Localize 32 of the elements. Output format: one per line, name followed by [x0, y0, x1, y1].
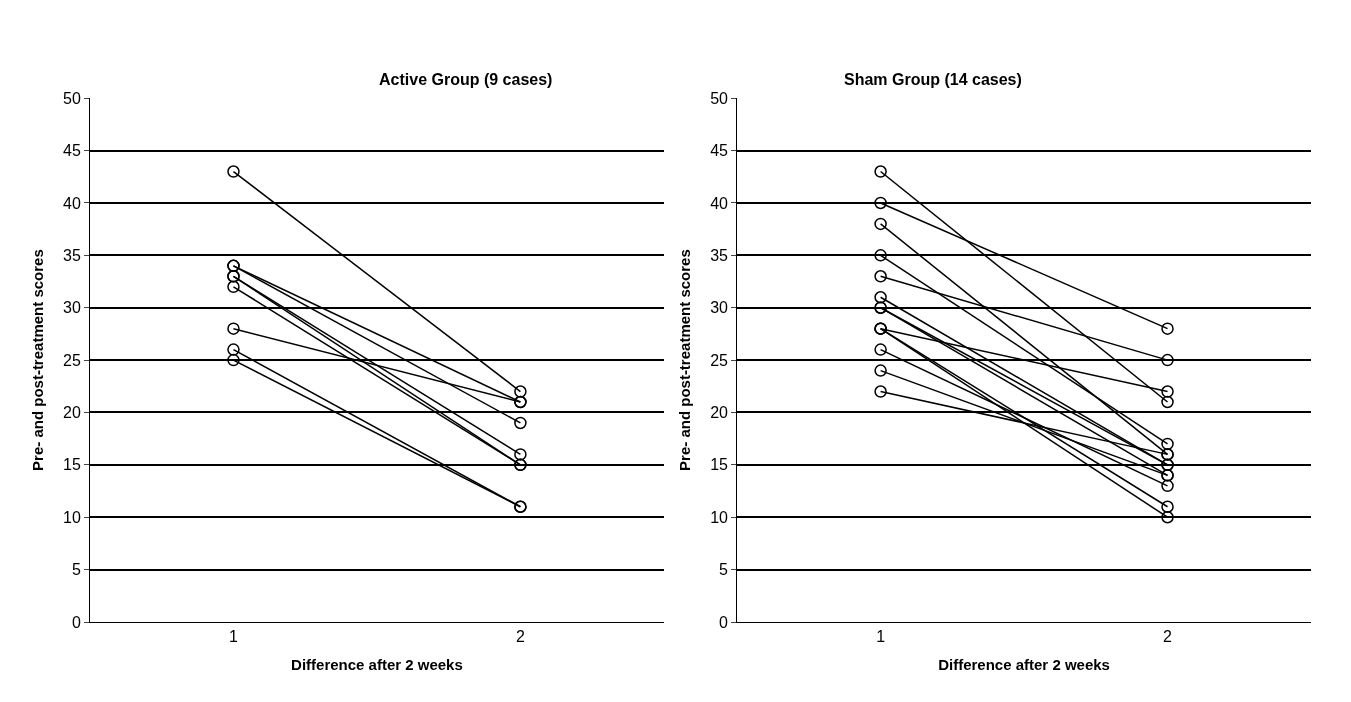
y-tick-label: 45 — [63, 142, 81, 160]
y-tick-label: 0 — [719, 613, 729, 631]
x-axis-title: Difference after 2 weeks — [938, 656, 1110, 674]
y-tick-label: 35 — [710, 246, 729, 264]
y-tick-label: 25 — [710, 351, 729, 369]
y-tick-label: 30 — [710, 299, 729, 317]
chart-title: Sham Group (14 cases) — [844, 71, 1022, 88]
y-tick-label: 20 — [63, 404, 81, 422]
x-tick-label: 2 — [1163, 628, 1173, 646]
y-tick-label: 35 — [63, 246, 81, 264]
y-tick-label: 30 — [63, 299, 81, 317]
y-tick-label: 25 — [63, 351, 81, 369]
y-tick-label: 5 — [719, 561, 729, 579]
y-tick-label: 45 — [710, 142, 729, 160]
y-tick-label: 15 — [710, 456, 729, 474]
y-tick-label: 40 — [710, 194, 729, 212]
y-axis-title: Pre- and post-treatment scores — [29, 249, 47, 471]
y-tick-label: 20 — [710, 404, 729, 422]
x-tick-label: 1 — [876, 628, 886, 646]
y-tick-label: 50 — [63, 89, 81, 107]
y-tick-label: 0 — [71, 613, 81, 631]
y-tick-label: 10 — [710, 508, 729, 526]
x-axis-title: Difference after 2 weeks — [291, 656, 463, 674]
chart-title: Active Group (9 cases) — [379, 71, 553, 88]
y-tick-label: 10 — [63, 508, 81, 526]
y-tick-label: 50 — [710, 89, 729, 107]
y-tick-label: 40 — [63, 194, 81, 212]
x-tick-label: 1 — [229, 628, 239, 646]
x-tick-label: 2 — [515, 628, 525, 646]
y-tick-label: 5 — [71, 561, 81, 579]
y-tick-label: 15 — [63, 456, 81, 474]
y-axis-title: Pre- and post-treatment scores — [676, 249, 694, 471]
